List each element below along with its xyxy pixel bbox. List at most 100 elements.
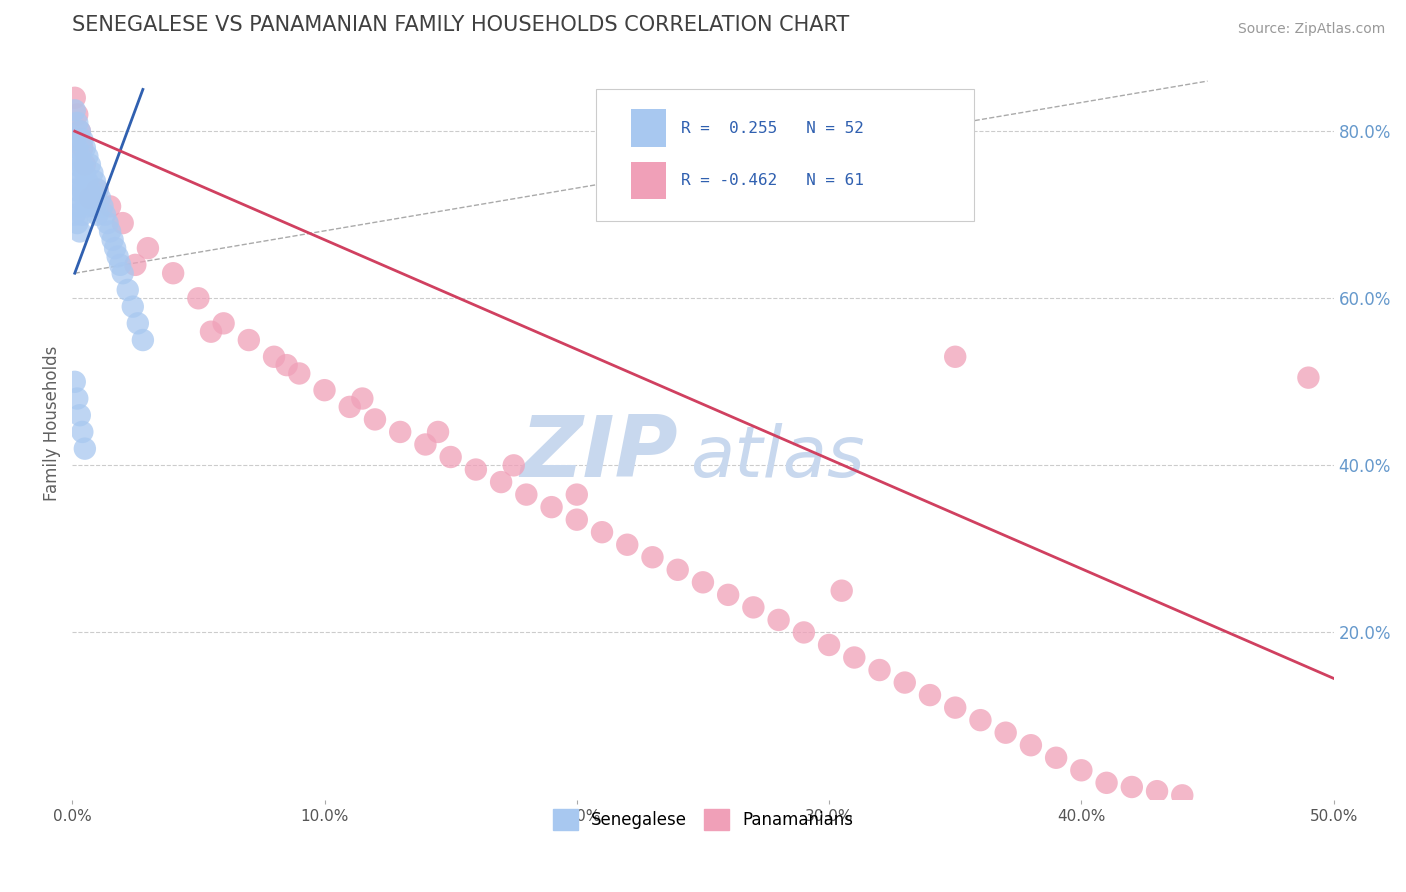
Point [943,350,966,364]
Point [101,233,124,247]
Point [72,208,94,222]
Point [63,91,86,105]
Point [440,450,463,464]
Point [502,458,524,473]
Point [63,375,86,389]
Point [162,266,184,280]
Point [82,191,104,205]
Point [666,563,689,577]
Point [66,191,89,205]
Point [1095,776,1118,790]
Point [893,675,915,690]
Point [69,174,91,188]
Point [69,124,91,138]
Point [72,183,94,197]
Point [1070,764,1092,778]
Point [69,199,91,213]
Point [73,166,96,180]
Point [717,588,740,602]
Point [515,487,537,501]
Point [79,158,101,172]
Point [96,216,118,230]
FancyBboxPatch shape [631,161,666,199]
Point [86,208,108,222]
Point [136,241,159,255]
Point [263,350,285,364]
Point [86,183,108,197]
Point [768,613,790,627]
Point [994,725,1017,739]
Point [793,625,815,640]
Text: R =  0.255   N = 52: R = 0.255 N = 52 [682,120,865,136]
Point [69,409,91,423]
Text: atlas: atlas [690,423,865,491]
Point [616,538,638,552]
Point [1298,370,1320,384]
Point [84,199,107,213]
Point [540,500,562,515]
Point [89,191,111,205]
Point [66,392,89,406]
Point [132,333,155,347]
Point [641,550,664,565]
Point [818,638,841,652]
Point [831,583,853,598]
Point [869,663,891,677]
Text: ZIP: ZIP [520,412,678,495]
Point [73,191,96,205]
Point [73,442,96,456]
Point [565,487,588,501]
Point [82,166,104,180]
Point [72,425,94,439]
FancyBboxPatch shape [596,89,974,220]
Point [187,291,209,305]
Point [1019,738,1042,752]
Point [464,462,486,476]
Point [124,258,146,272]
Point [943,700,966,714]
Point [69,224,91,238]
Point [79,183,101,197]
Point [212,316,235,330]
Point [238,333,260,347]
Text: Source: ZipAtlas.com: Source: ZipAtlas.com [1237,22,1385,37]
Point [918,688,941,702]
Point [66,216,89,230]
Point [565,513,588,527]
Point [117,283,139,297]
Point [389,425,412,439]
FancyBboxPatch shape [631,110,666,146]
Point [339,400,361,414]
Point [111,266,134,280]
Point [66,116,89,130]
Point [63,158,86,172]
Point [200,325,222,339]
Point [692,575,714,590]
Point [1146,784,1168,798]
Point [63,103,86,118]
Text: SENEGALESE VS PANAMANIAN FAMILY HOUSEHOLDS CORRELATION CHART: SENEGALESE VS PANAMANIAN FAMILY HOUSEHOL… [72,15,849,35]
Point [63,132,86,146]
Point [94,208,117,222]
Point [66,107,89,121]
Point [91,199,114,213]
Point [288,367,311,381]
Point [66,141,89,155]
Point [1121,780,1143,794]
Point [98,199,121,213]
Point [276,358,298,372]
Point [352,392,374,406]
Point [76,174,98,188]
Point [63,183,86,197]
Point [84,174,107,188]
Point [76,199,98,213]
Point [76,149,98,163]
Point [591,525,613,540]
Text: R = -0.462   N = 61: R = -0.462 N = 61 [682,173,865,188]
Legend: Senegalese, Panamanians: Senegalese, Panamanians [546,803,859,837]
Point [66,166,89,180]
Point [73,141,96,155]
Point [72,141,94,155]
Point [73,158,96,172]
Point [72,158,94,172]
